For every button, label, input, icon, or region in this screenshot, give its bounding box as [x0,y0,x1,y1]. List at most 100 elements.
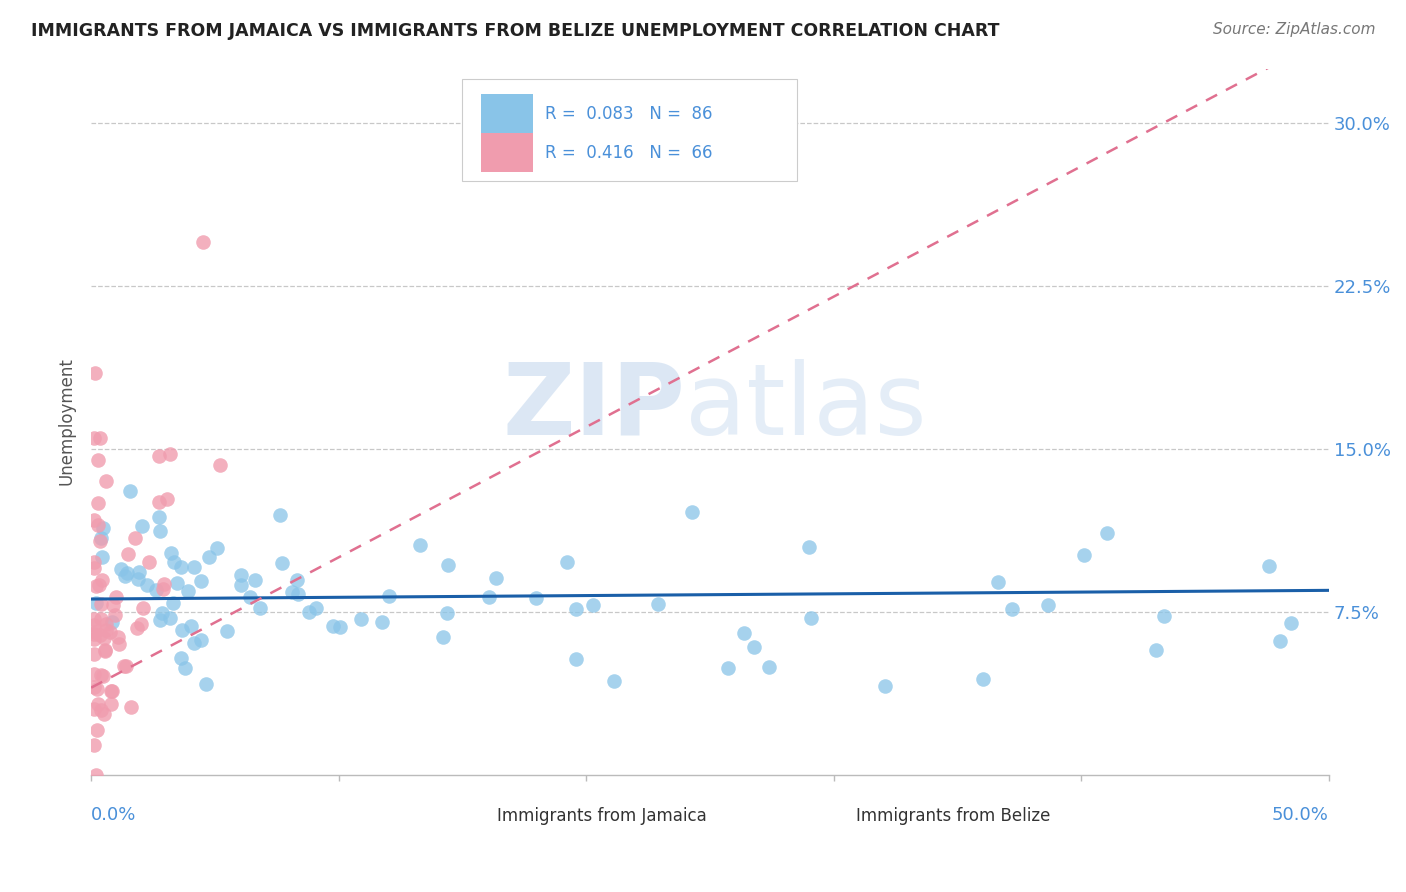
Point [526,591,548,606]
Point [83,648,105,662]
Point [231,578,253,592]
Point [87,697,110,711]
Point [129,617,152,632]
Point [149,613,172,627]
Point [198,550,221,565]
Point [163,555,186,569]
Point [565,601,588,615]
Text: Immigrants from Belize: Immigrants from Belize [856,806,1050,824]
Text: atlas: atlas [685,359,927,456]
Point [159,546,181,560]
Point [159,610,181,624]
Point [84,767,107,781]
Point [153,577,176,591]
Point [128,566,150,580]
Point [108,637,131,651]
Point [271,556,294,570]
Point [104,607,127,622]
Point [797,540,820,554]
Point [269,508,291,522]
Point [176,584,198,599]
Point [207,541,229,555]
Point [1001,602,1024,616]
Point [90,531,112,545]
Point [239,591,262,605]
Point [409,538,432,552]
Point [131,600,153,615]
Point [91,574,114,588]
Point [107,630,129,644]
Point [377,590,399,604]
Point [145,583,167,598]
Point [156,491,179,506]
Point [297,605,319,619]
Point [100,683,122,698]
Point [1270,633,1292,648]
Point [287,587,309,601]
Point [647,597,669,611]
Point [166,576,188,591]
Point [91,549,114,564]
FancyBboxPatch shape [481,94,533,134]
Point [86,681,108,696]
Point [1095,526,1118,541]
Point [124,531,146,545]
Point [105,590,128,604]
Point [93,631,115,645]
Point [100,697,122,711]
Point [800,611,823,625]
Point [322,619,344,633]
Point [249,600,271,615]
Point [437,558,460,572]
Point [86,723,108,737]
Point [190,574,212,589]
Point [1036,598,1059,612]
Point [148,494,170,508]
Point [1073,548,1095,562]
Point [281,584,304,599]
FancyBboxPatch shape [481,133,533,172]
Point [329,620,352,634]
Point [148,510,170,524]
Point [681,506,703,520]
Point [485,571,508,585]
Point [90,703,112,717]
Point [1279,616,1302,631]
Point [83,561,105,575]
Point [742,640,765,655]
Point [162,596,184,610]
Point [190,633,212,648]
Point [101,615,124,629]
Point [83,702,105,716]
Point [110,562,132,576]
Point [89,628,111,642]
Point [91,521,114,535]
Point [89,431,111,445]
Point [83,431,105,445]
Point [87,578,110,592]
Point [87,496,110,510]
Text: ZIP: ZIP [502,359,685,456]
Point [115,658,138,673]
Point [229,568,252,582]
Point [1153,608,1175,623]
Point [169,559,191,574]
FancyBboxPatch shape [806,804,849,828]
Point [603,673,626,688]
Point [127,573,149,587]
Point [94,643,117,657]
Text: IMMIGRANTS FROM JAMAICA VS IMMIGRANTS FROM BELIZE UNEMPLOYMENT CORRELATION CHART: IMMIGRANTS FROM JAMAICA VS IMMIGRANTS FR… [31,22,1000,40]
Text: R =  0.416   N =  66: R = 0.416 N = 66 [546,144,713,161]
Point [93,707,115,722]
Point [83,618,105,632]
Point [114,569,136,583]
Point [83,555,105,569]
Point [117,547,139,561]
Point [136,578,159,592]
Point [90,612,112,626]
Point [436,606,458,620]
Point [86,452,108,467]
Point [191,235,214,250]
FancyBboxPatch shape [463,79,797,181]
Point [478,590,501,604]
